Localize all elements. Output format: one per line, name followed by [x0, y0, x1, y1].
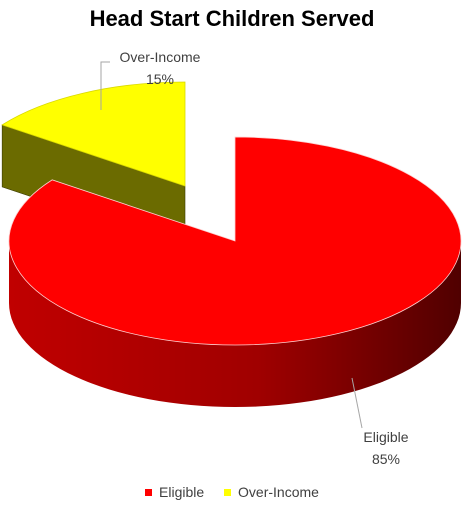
legend-item-eligible: Eligible — [145, 484, 204, 500]
data-label-eligible-category: Eligible — [363, 429, 408, 445]
pie-slice-eligible — [8, 136, 462, 407]
data-label-eligible-value: 85% — [372, 451, 400, 467]
legend-swatch-over-income — [224, 488, 232, 496]
chart-title: Head Start Children Served — [89, 6, 375, 31]
legend: Eligible Over-Income — [0, 484, 464, 500]
pie-chart: Eligible 85% Over-Income 15% — [1, 49, 462, 467]
leader-line-over-income — [100, 61, 110, 110]
pie-slice-over-income-top — [1, 81, 186, 187]
pie-slice-eligible-top — [8, 136, 462, 346]
leader-line-eligible — [351, 377, 363, 429]
legend-swatch-eligible — [145, 488, 153, 496]
legend-label-eligible: Eligible — [159, 484, 205, 500]
legend-label-over-income: Over-Income — [238, 484, 319, 500]
data-label-over-income-category: Over-Income — [120, 49, 201, 65]
legend-item-over-income: Over-Income — [224, 484, 319, 500]
data-label-over-income-value: 15% — [146, 71, 174, 87]
pie-slice-eligible-side — [9, 241, 461, 407]
